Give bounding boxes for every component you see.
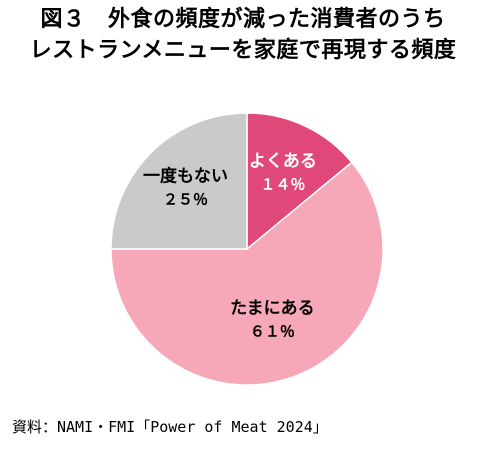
slice-value-often: １４％ — [260, 176, 305, 194]
chart-title-line-2: レストランメニューを家庭で再現する頻度 — [29, 38, 457, 63]
slice-label-often: よくある — [249, 152, 317, 172]
pie-slice-never — [110, 112, 248, 250]
slice-label-never: 一度もない — [143, 165, 228, 186]
chart-title-line-1: 図３ 外食の頻度が減った消費者のうち — [40, 7, 446, 32]
slice-value-sometimes: ６１％ — [250, 322, 295, 340]
slice-value-never: ２５％ — [163, 190, 208, 208]
slice-label-sometimes: たまにある — [230, 298, 315, 318]
pie-slice-sometimes — [110, 161, 384, 386]
source-note: 資料：NAMI・FMI「Power of Meat 2024」 — [12, 418, 328, 436]
pie-slice-often — [246, 112, 353, 251]
chart-title: 図３ 外食の頻度が減った消費者のうち レストランメニューを家庭で再現する頻度 — [0, 4, 486, 66]
